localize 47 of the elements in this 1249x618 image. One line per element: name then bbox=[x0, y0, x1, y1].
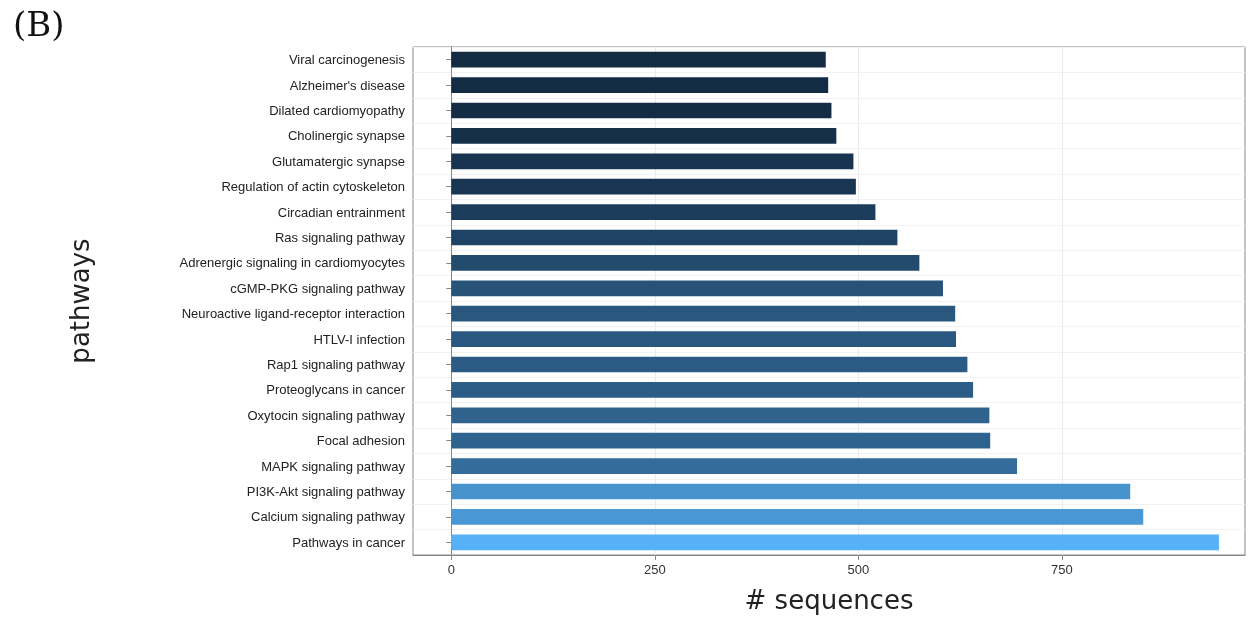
y-tick-label: Rap1 signaling pathway bbox=[266, 357, 406, 372]
bar bbox=[451, 77, 829, 93]
bar bbox=[451, 509, 1144, 525]
y-tick-label: Pathways in cancer bbox=[292, 534, 406, 550]
y-tick-label: HTLV-I infection bbox=[313, 331, 405, 347]
bar bbox=[451, 356, 968, 373]
x-tick-label: 0 bbox=[447, 562, 455, 577]
y-tick-label: Cholinergic synapse bbox=[287, 128, 405, 144]
y-tick-label: Glutamatergic synapse bbox=[272, 153, 405, 169]
bar bbox=[451, 102, 832, 119]
y-tick-label: Ras signaling pathway bbox=[274, 230, 406, 245]
x-tick-label: 750 bbox=[1050, 562, 1073, 577]
y-tick-label: Focal adhesion bbox=[316, 433, 405, 449]
bar bbox=[451, 280, 943, 297]
bar bbox=[451, 51, 826, 68]
bar bbox=[451, 305, 956, 322]
bar bbox=[451, 407, 990, 424]
y-tick-label: Alzheimer's disease bbox=[289, 77, 405, 93]
bar bbox=[451, 178, 856, 195]
bar bbox=[451, 458, 1018, 474]
y-tick-label: Proteoglycans in cancer bbox=[266, 382, 406, 398]
y-tick-label: Adrenergic signaling in cardiomyocytes bbox=[179, 255, 406, 271]
y-tick-label: Neuroactive ligand-receptor interaction bbox=[181, 306, 405, 322]
x-axis-title: # sequences bbox=[744, 585, 914, 615]
bar bbox=[451, 229, 898, 246]
bar bbox=[451, 128, 837, 144]
x-tick-label: 250 bbox=[643, 562, 666, 577]
y-tick-label: MAPK signaling pathway bbox=[261, 458, 406, 474]
y-tick-label: Regulation of actin cytoskeleton bbox=[221, 179, 405, 195]
y-tick-label: Viral carcinogenesis bbox=[288, 52, 406, 68]
y-tick-label: Circadian entrainment bbox=[277, 204, 406, 220]
y-tick-label: Oxytocin signaling pathway bbox=[247, 407, 406, 423]
y-axis-title: pathways bbox=[65, 238, 95, 364]
x-tick-label: 500 bbox=[847, 562, 870, 577]
bar bbox=[451, 255, 920, 271]
y-tick-label: Dilated cardiomyopathy bbox=[269, 103, 406, 118]
bar bbox=[451, 432, 991, 449]
y-tick-label: cGMP-PKG signaling pathway bbox=[230, 280, 406, 296]
bar bbox=[451, 382, 974, 398]
text: (B) bbox=[13, 4, 65, 44]
y-tick-label: Calcium signaling pathway bbox=[251, 509, 406, 525]
y-tick-label: PI3K-Akt signaling pathway bbox=[246, 484, 406, 499]
bar bbox=[451, 483, 1131, 500]
bar bbox=[451, 204, 876, 220]
bar bbox=[451, 331, 956, 347]
bar bbox=[451, 153, 854, 170]
bar bbox=[451, 534, 1219, 551]
